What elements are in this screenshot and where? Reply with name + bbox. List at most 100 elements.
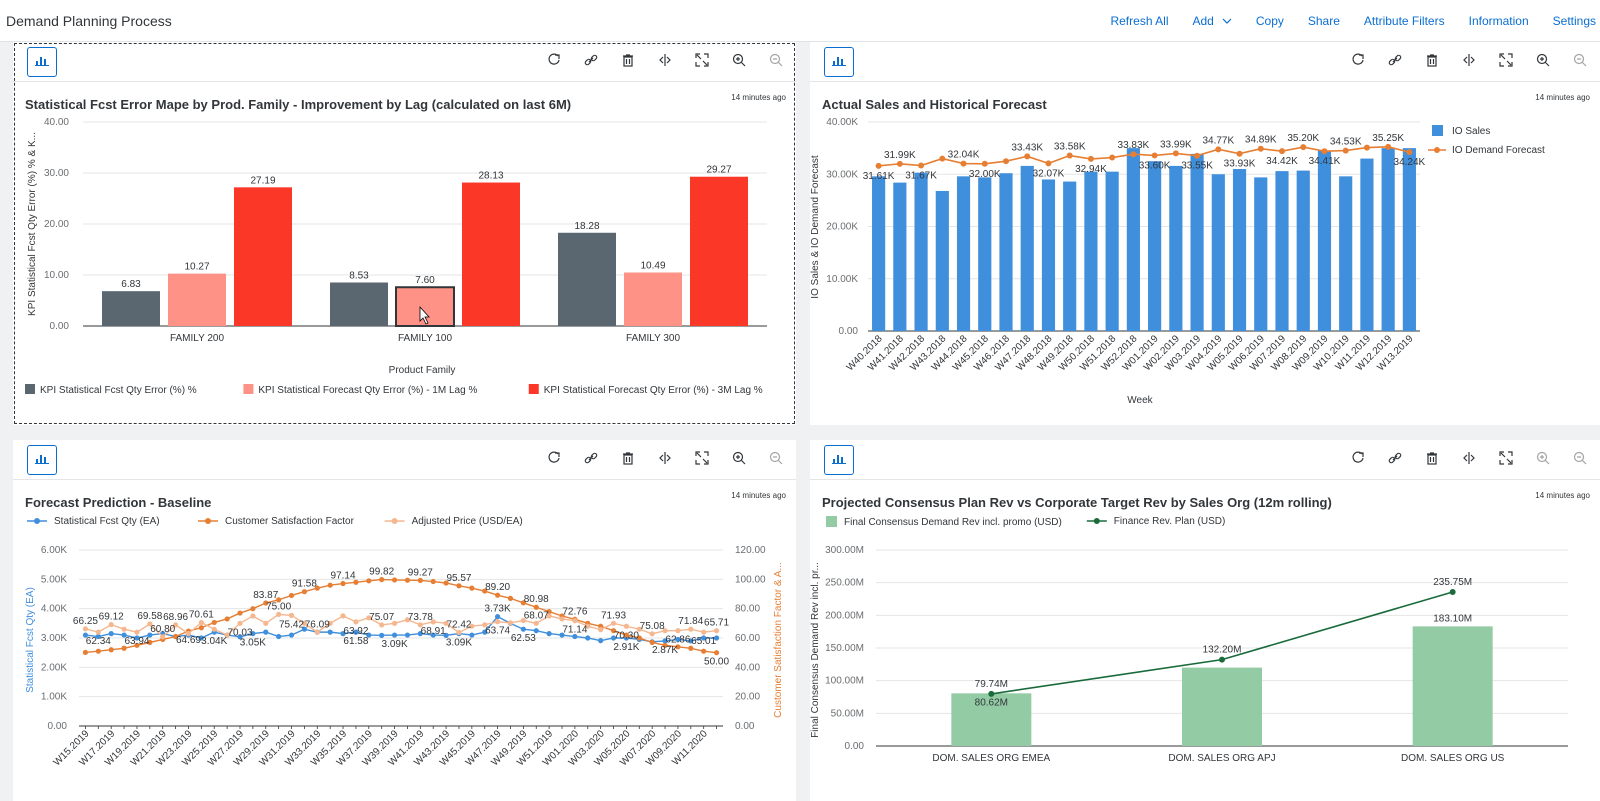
- zoom-in-button[interactable]: [1533, 450, 1553, 470]
- information-button[interactable]: Information: [1469, 14, 1529, 28]
- copy-button[interactable]: Copy: [1256, 14, 1284, 28]
- fullscreen-button[interactable]: [1496, 450, 1516, 470]
- data-label: 65.71: [704, 618, 729, 629]
- refresh-button[interactable]: [1348, 52, 1368, 72]
- zoom-out-button[interactable]: [1570, 450, 1590, 470]
- data-label: 66.25: [73, 616, 98, 627]
- y-tick-label: 50.00M: [831, 708, 864, 719]
- line-point: [546, 609, 552, 615]
- line-point: [224, 632, 230, 638]
- line-point: [121, 626, 127, 632]
- legend-swatch: [528, 384, 539, 394]
- bar-chart-icon: [35, 451, 49, 469]
- line-point: [276, 597, 282, 603]
- data-label: 32.07K: [1033, 168, 1065, 179]
- chart-type-button[interactable]: [27, 47, 57, 77]
- chart-tile-forecast-prediction[interactable]: Forecast Prediction - Baseline 14 minute…: [13, 440, 796, 801]
- zoom-out-button[interactable]: [766, 450, 786, 470]
- swap-button[interactable]: [1459, 450, 1479, 470]
- y-tick-label: 10.00K: [826, 274, 858, 285]
- zoom-out-button[interactable]: [1570, 52, 1590, 72]
- legend-label: Customer Satisfaction Factor: [225, 516, 355, 527]
- x-tick-label: DOM. SALES ORG US: [1401, 753, 1505, 764]
- zoom-in-button[interactable]: [729, 52, 749, 72]
- fullscreen-button[interactable]: [1496, 52, 1516, 72]
- add-menu-button[interactable]: Add: [1193, 14, 1232, 28]
- line-point: [1087, 155, 1094, 162]
- chart-title: Statistical Fcst Error Mape by Prod. Fam…: [25, 97, 572, 112]
- attribute-filters-button[interactable]: Attribute Filters: [1364, 14, 1445, 28]
- legend-swatch: [25, 384, 35, 394]
- share-button[interactable]: Share: [1308, 14, 1340, 28]
- y-tick-label: 100.00M: [825, 676, 864, 687]
- line-point: [237, 620, 243, 626]
- legend-label: Final Consensus Demand Rev incl. promo (…: [844, 517, 1062, 528]
- refresh-button[interactable]: [1348, 450, 1368, 470]
- legend-label: KPI Statistical Forecast Qty Error (%) -…: [258, 385, 477, 396]
- link-button[interactable]: [1385, 450, 1405, 470]
- y-tick-label: 6.00K: [41, 545, 67, 556]
- line-point: [301, 589, 307, 595]
- link-button[interactable]: [1385, 52, 1405, 72]
- data-label: 70.61: [189, 609, 214, 620]
- data-label: 63.94: [124, 636, 149, 647]
- chart-tile-consensus-plan[interactable]: Projected Consensus Plan Rev vs Corporat…: [810, 440, 1600, 801]
- data-label: 235.75M: [1433, 577, 1472, 588]
- chart-type-button[interactable]: [27, 445, 57, 475]
- fullscreen-button[interactable]: [692, 52, 712, 72]
- delete-button[interactable]: [1422, 450, 1442, 470]
- zoom-in-button[interactable]: [1533, 52, 1553, 72]
- refresh-button[interactable]: [544, 450, 564, 470]
- line-point: [495, 619, 501, 625]
- line-point: [688, 645, 694, 651]
- chart-type-button[interactable]: [824, 47, 854, 77]
- data-label: 34.77K: [1202, 135, 1234, 146]
- refresh-button[interactable]: [544, 52, 564, 72]
- delete-button[interactable]: [618, 450, 638, 470]
- line-point: [95, 633, 101, 640]
- bar: [1169, 165, 1183, 331]
- line-point: [1279, 148, 1285, 155]
- link-button[interactable]: [581, 450, 601, 470]
- line-point: [701, 629, 707, 635]
- swap-button[interactable]: [655, 52, 675, 72]
- fullscreen-button[interactable]: [692, 450, 712, 470]
- refresh-all-button[interactable]: Refresh All: [1110, 14, 1168, 28]
- bar: [1084, 171, 1098, 331]
- zoom-in-button[interactable]: [729, 450, 749, 470]
- legend-swatch: [34, 518, 40, 524]
- chart-tile-error-mape[interactable]: Statistical Fcst Error Mape by Prod. Fam…: [13, 42, 796, 425]
- legend-label: IO Sales: [1452, 126, 1490, 137]
- bar: [690, 176, 748, 326]
- line-point: [250, 613, 256, 619]
- zoom-out-button[interactable]: [766, 52, 786, 72]
- line-point: [533, 620, 539, 626]
- swap-button[interactable]: [1459, 52, 1479, 72]
- line-point: [495, 592, 501, 598]
- line-point: [1066, 152, 1073, 159]
- delete-button[interactable]: [618, 52, 638, 72]
- data-label: 3.09K: [446, 638, 472, 649]
- line-point: [1215, 146, 1222, 153]
- delete-button[interactable]: [1422, 52, 1442, 72]
- data-label: 33.43K: [1011, 142, 1043, 153]
- line-point: [572, 618, 578, 624]
- settings-button[interactable]: Settings: [1553, 14, 1596, 28]
- chart-tile-actual-sales[interactable]: Actual Sales and Historical Forecast 14 …: [810, 42, 1600, 425]
- data-label: 91.58: [292, 579, 317, 590]
- legend-label: KPI Statistical Fcst Qty Error (%) %: [40, 385, 197, 396]
- y-right-tick-label: 40.00: [735, 662, 760, 673]
- y-right-tick-label: 20.00: [735, 692, 760, 703]
- bar: [872, 176, 886, 331]
- line-point: [495, 613, 501, 620]
- chart-type-button[interactable]: [824, 445, 854, 475]
- bar: [978, 177, 992, 331]
- link-button[interactable]: [581, 52, 601, 72]
- line-point: [366, 615, 372, 621]
- data-label: 63.92: [343, 626, 368, 637]
- y-axis-title: Statistical Fcst Qty (EA): [25, 587, 36, 693]
- data-label: 34.24K: [1394, 157, 1426, 168]
- legend-label: Adjusted Price (USD/EA): [412, 516, 523, 527]
- swap-button[interactable]: [655, 450, 675, 470]
- data-label: 80.98: [524, 594, 549, 605]
